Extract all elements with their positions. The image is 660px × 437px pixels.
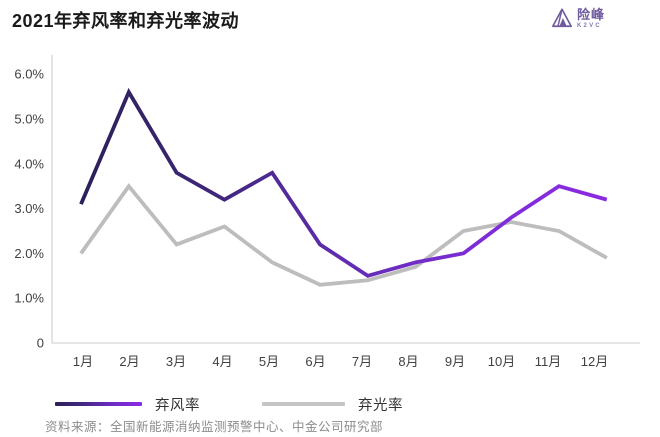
x-tick-label: 1月 (73, 354, 93, 369)
line-chart: 6.0% 5.0% 4.0% 3.0% 2.0% 1.0% 0 1月 2月 3月 4月 5月 6月 7月 8… (14, 54, 640, 369)
x-tick-label: 6月 (305, 354, 325, 369)
y-tick-label: 4.0% (14, 156, 44, 171)
x-tick-label: 10月 (488, 354, 515, 369)
logo-subtext: K2VC (577, 22, 602, 29)
chart-legend: 弃风率 弃光率 (55, 395, 403, 414)
source-note: 资料来源：全国新能源消纳监测预警中心、中金公司研究部 (45, 420, 384, 434)
y-tick-label: 5.0% (14, 112, 44, 127)
x-tick-label: 5月 (259, 354, 279, 369)
logo-text: 险峰 K2VC (577, 8, 605, 29)
k2vc-logo: 险峰 K2VC (551, 7, 605, 29)
wind-legend-swatch (55, 402, 142, 406)
solar-legend-label: 弃光率 (358, 397, 403, 414)
y-tick-label: 3.0% (14, 201, 44, 216)
axis-lines (51, 54, 640, 344)
wind-legend-label: 弃风率 (155, 397, 200, 414)
wind-rate-line (79, 87, 608, 278)
solar-legend-swatch (262, 402, 345, 406)
x-tick-label: 7月 (352, 354, 372, 369)
y-tick-label: 2.0% (14, 246, 44, 261)
y-tick-label: 1.0% (14, 291, 44, 306)
x-tick-label: 3月 (166, 354, 186, 369)
x-tick-label: 2月 (119, 354, 139, 369)
solar-rate-line (79, 183, 608, 287)
y-tick-label: 0 (37, 336, 44, 351)
x-tick-label: 11月 (535, 354, 562, 369)
x-tick-label: 4月 (212, 354, 232, 369)
logo-name: 险峰 (577, 6, 606, 22)
x-tick-label: 8月 (398, 354, 418, 369)
y-tick-label: 6.0% (14, 67, 44, 82)
chart-title: 2021年弃风率和弃光率波动 (12, 11, 240, 31)
x-tick-label: 9月 (445, 354, 465, 369)
x-tick-label: 12月 (581, 354, 608, 369)
k2vc-logo-icon (552, 8, 572, 28)
